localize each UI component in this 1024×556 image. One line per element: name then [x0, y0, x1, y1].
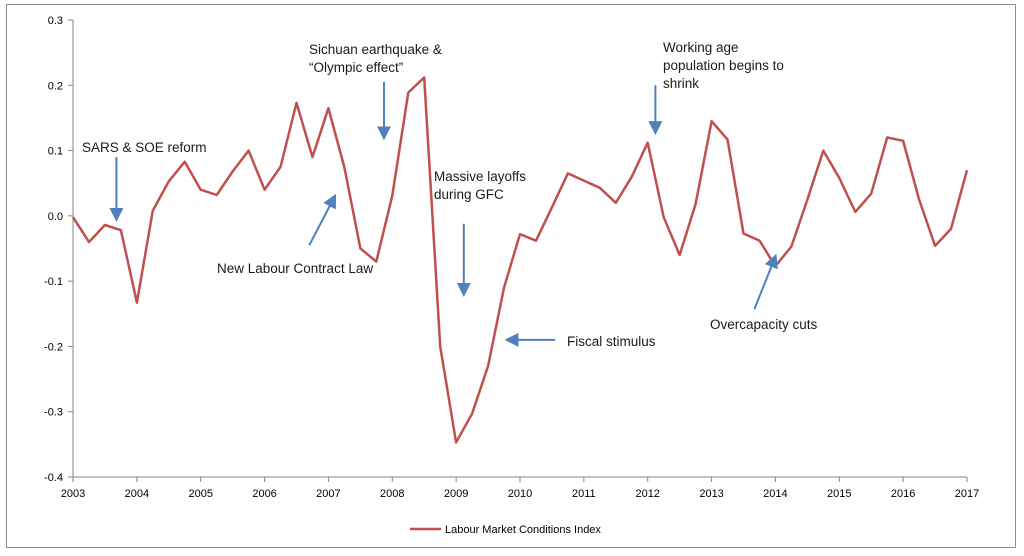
annotation-label: during GFC — [434, 187, 504, 202]
x-tick-label: 2014 — [763, 488, 787, 500]
legend: Labour Market Conditions Index — [410, 524, 601, 536]
annotation-label: Fiscal stimulus — [567, 334, 656, 349]
legend-label: Labour Market Conditions Index — [445, 524, 601, 536]
annotation-arrow — [753, 253, 778, 310]
x-tick-label: 2016 — [891, 488, 915, 500]
annotation: Overcapacity cuts — [710, 253, 818, 332]
x-tick-label: 2013 — [699, 488, 723, 500]
annotation: Sichuan earthquake & “Olympic effect” — [309, 42, 442, 141]
annotation-label: population begins to — [663, 58, 784, 73]
x-tick-label: 2017 — [955, 488, 979, 500]
y-tick-label: 0.2 — [48, 80, 63, 92]
annotation-arrow — [308, 193, 337, 246]
y-tick-label: -0.4 — [44, 472, 63, 484]
y-tick-label: 0.0 — [48, 211, 63, 223]
chart-frame: 0.3 0.2 0.1 0.0 -0.1 -0.2 -0.3 -0.4 2003 2004 2005… — [6, 4, 1016, 548]
x-tick-label: 2011 — [572, 488, 596, 500]
annotation-label: Sichuan earthquake & — [309, 42, 442, 57]
annotation-label: Massive layoffs — [434, 169, 526, 184]
y-tick-label: -0.3 — [44, 407, 63, 419]
x-tick-label: 2009 — [444, 488, 468, 500]
annotation-label: New Labour Contract Law — [217, 261, 373, 276]
annotation-label: “Olympic effect” — [309, 60, 403, 75]
annotation-label: Overcapacity cuts — [710, 317, 818, 332]
axes: 0.3 0.2 0.1 0.0 -0.1 -0.2 -0.3 -0.4 2003 2004 2005… — [44, 15, 979, 500]
annotation: Massive layoffs during GFC — [434, 169, 526, 298]
y-tick-label: -0.2 — [44, 341, 63, 353]
x-tick-label: 2012 — [635, 488, 659, 500]
annotation: Fiscal stimulus — [504, 332, 656, 349]
x-tick-label: 2005 — [188, 488, 212, 500]
x-tick-label: 2006 — [252, 488, 276, 500]
x-tick-label: 2007 — [316, 488, 340, 500]
series-layer — [71, 76, 969, 444]
annotation: Working age population begins to shrink — [648, 40, 784, 136]
labour-market-chart: 0.3 0.2 0.1 0.0 -0.1 -0.2 -0.3 -0.4 2003 2004 2005… — [44, 15, 979, 536]
y-tick-label: -0.1 — [44, 276, 63, 288]
x-tick-label: 2015 — [827, 488, 851, 500]
x-tick-label: 2004 — [125, 488, 149, 500]
annotation: New Labour Contract Law — [217, 193, 373, 276]
series-line — [71, 76, 969, 444]
annotation-label: shrink — [663, 76, 699, 91]
x-tick-label: 2010 — [508, 488, 532, 500]
annotation-label: SARS & SOE reform — [82, 140, 207, 155]
annotation-label: Working age — [663, 40, 739, 55]
annotations: SARS & SOE reform New Labour Contract Law… — [82, 40, 818, 349]
y-tick-label: 0.3 — [48, 15, 63, 27]
x-tick-label: 2008 — [380, 488, 404, 500]
x-tick-label: 2003 — [61, 488, 85, 500]
annotation: SARS & SOE reform — [82, 140, 207, 222]
y-tick-label: 0.1 — [48, 146, 63, 158]
